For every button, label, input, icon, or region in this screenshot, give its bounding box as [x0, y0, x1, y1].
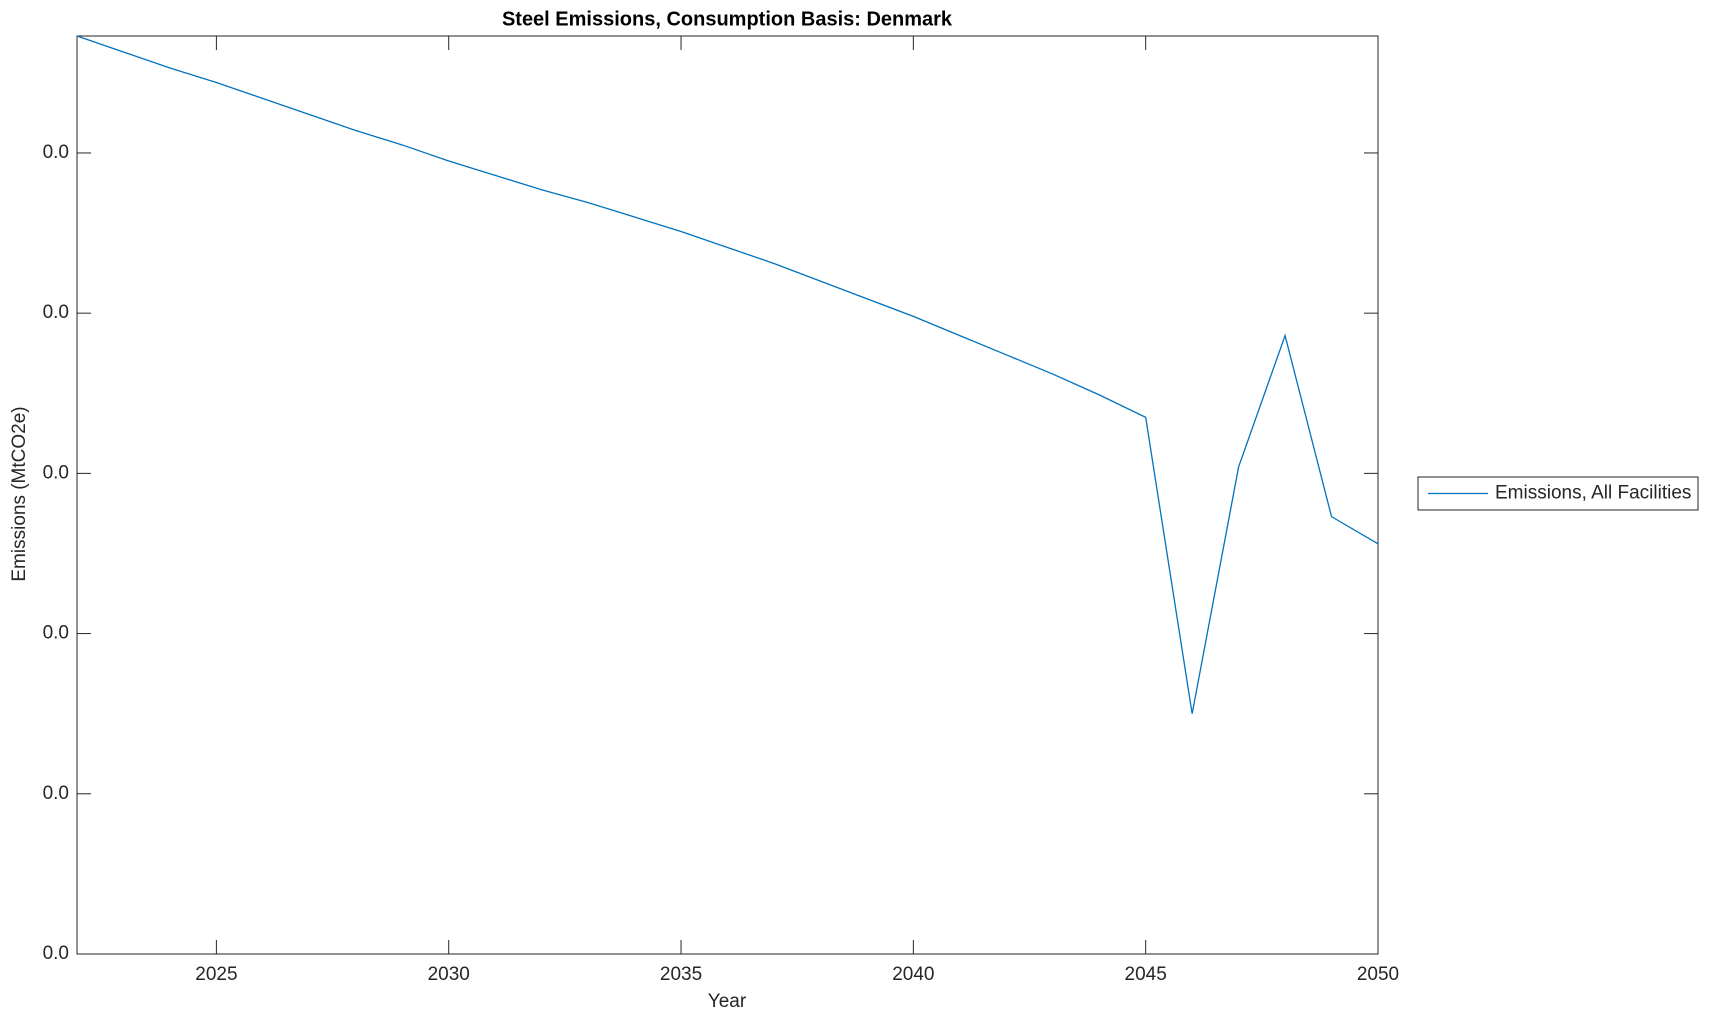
data-line [76, 35, 1379, 714]
y-tick-label: 0.0 [43, 783, 69, 804]
x-tick-label: 2045 [1125, 964, 1167, 985]
y-tick-label: 0.0 [43, 623, 69, 644]
legend-label: Emissions, All Facilities [1495, 483, 1691, 504]
x-tick-label: 2025 [195, 964, 237, 985]
x-tick-label: 2035 [660, 964, 702, 985]
y-tick-label: 0.0 [43, 302, 69, 323]
x-tick-label: 2040 [892, 964, 934, 985]
chart-title: Steel Emissions, Consumption Basis: Denm… [502, 8, 953, 30]
y-tick-label: 0.0 [43, 943, 69, 964]
x-axis-label: Year [708, 991, 747, 1012]
plot-area [76, 35, 1379, 955]
y-axis-label: Emissions (MtCO2e) [9, 406, 30, 581]
y-tick-label: 0.0 [43, 142, 69, 163]
x-tick-label: 2030 [428, 964, 470, 985]
y-tick-label: 0.0 [43, 462, 69, 483]
x-tick-label: 2050 [1357, 964, 1399, 985]
